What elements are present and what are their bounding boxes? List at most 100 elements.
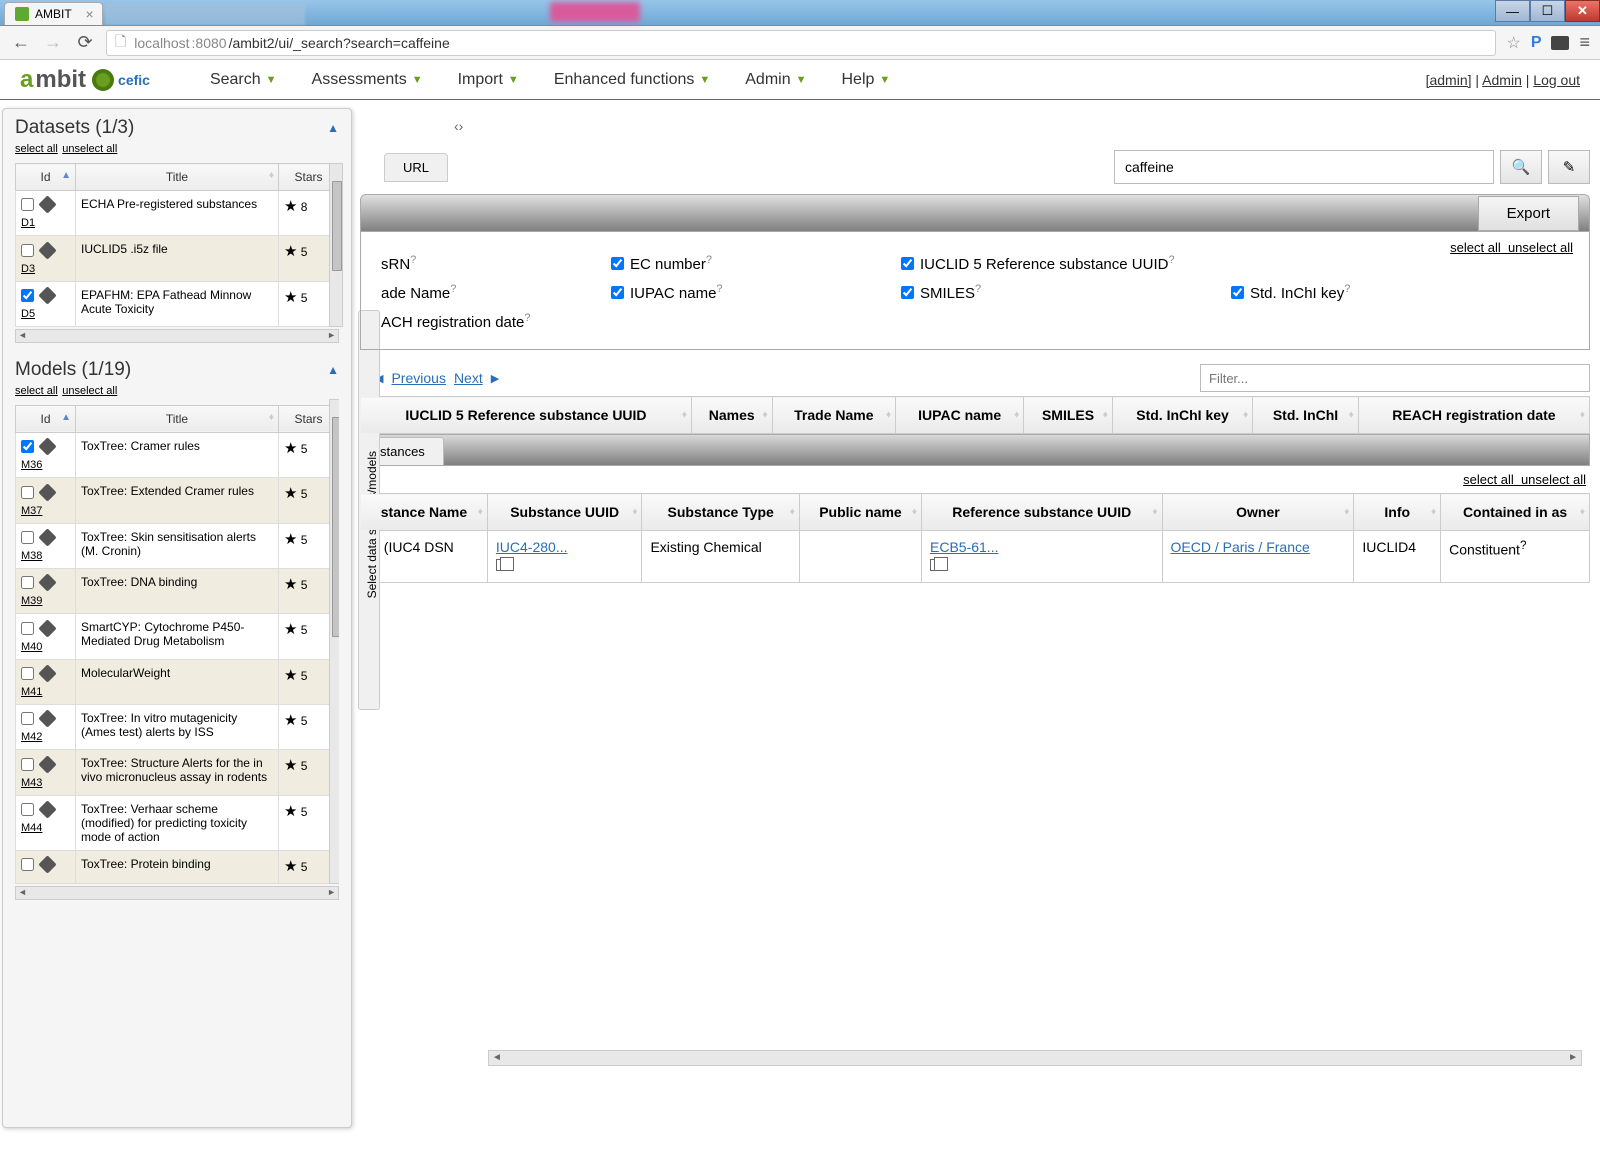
- side-row[interactable]: D3 IUCLID5 .i5z file ★ 5: [16, 236, 339, 281]
- id-link[interactable]: M43: [21, 777, 70, 789]
- browser-tab-inactive[interactable]: [105, 3, 305, 25]
- unselect-all-link[interactable]: unselect all: [62, 385, 117, 397]
- column-header[interactable]: Public name♦: [799, 494, 921, 531]
- unselect-all-link[interactable]: unselect all: [1508, 240, 1573, 255]
- bottom-scrollbar[interactable]: [488, 1050, 1582, 1066]
- column-header[interactable]: Names♦: [691, 397, 772, 434]
- collapse-icon[interactable]: ▲: [327, 363, 339, 377]
- column-header[interactable]: Trade Name♦: [772, 397, 896, 434]
- side-row[interactable]: M36 ToxTree: Cramer rules ★ 5: [16, 432, 339, 477]
- select-all-link[interactable]: select all: [1450, 240, 1501, 255]
- filter-checkbox[interactable]: IUPAC name?: [611, 283, 871, 302]
- checkbox[interactable]: [1231, 286, 1244, 299]
- link-icon[interactable]: [39, 664, 57, 682]
- row-checkbox[interactable]: [21, 576, 34, 589]
- collapse-icon[interactable]: ▲: [327, 121, 339, 135]
- logo[interactable]: ambit cefic: [20, 66, 150, 94]
- column-header[interactable]: Contained in as♦: [1441, 494, 1590, 531]
- checkbox[interactable]: [901, 286, 914, 299]
- row-checkbox[interactable]: [21, 858, 34, 871]
- row-checkbox[interactable]: [21, 440, 34, 453]
- admin-link[interactable]: Admin: [1482, 72, 1522, 88]
- back-button[interactable]: ←: [10, 32, 32, 54]
- h-scrollbar[interactable]: [15, 886, 339, 900]
- filter-checkbox[interactable]: SMILES?: [901, 283, 1201, 302]
- id-link[interactable]: M41: [21, 686, 70, 698]
- tab-close-icon[interactable]: ×: [85, 6, 93, 22]
- side-row[interactable]: M44 ToxTree: Verhaar scheme (modified) f…: [16, 795, 339, 850]
- column-header[interactable]: Info♦: [1354, 494, 1441, 531]
- link-icon[interactable]: [39, 528, 57, 546]
- browser-tab-active[interactable]: AMBIT ×: [4, 2, 103, 25]
- side-row[interactable]: D5 EPAFHM: EPA Fathead Minnow Acute Toxi…: [16, 281, 339, 326]
- col-stars[interactable]: Stars♦: [279, 164, 339, 191]
- column-header[interactable]: REACH registration date♦: [1358, 397, 1589, 434]
- link-icon[interactable]: [39, 438, 57, 456]
- reload-button[interactable]: ⟳: [74, 32, 96, 54]
- link-icon[interactable]: [39, 710, 57, 728]
- forward-button[interactable]: →: [42, 32, 64, 54]
- select-all-link[interactable]: select all: [1463, 472, 1514, 487]
- id-link[interactable]: D5: [21, 308, 70, 320]
- row-checkbox[interactable]: [21, 712, 34, 725]
- id-link[interactable]: D3: [21, 263, 70, 275]
- column-header[interactable]: IUCLID 5 Reference substance UUID♦: [361, 397, 692, 434]
- row-checkbox[interactable]: [21, 198, 34, 211]
- row-checkbox[interactable]: [21, 531, 34, 544]
- camera-icon[interactable]: [1551, 36, 1569, 50]
- checkbox[interactable]: [901, 257, 914, 270]
- column-header[interactable]: Reference substance UUID♦: [922, 494, 1163, 531]
- side-row[interactable]: M40 SmartCYP: Cytochrome P450-Mediated D…: [16, 614, 339, 659]
- row-checkbox[interactable]: [21, 758, 34, 771]
- url-input[interactable]: 🗋 localhost :8080 /ambit2/ui/_search?sea…: [106, 30, 1496, 56]
- link-icon[interactable]: [39, 855, 57, 873]
- filter-checkbox[interactable]: IUCLID 5 Reference substance UUID?: [901, 254, 1201, 273]
- select-all-link[interactable]: select all: [15, 385, 58, 397]
- filter-checkbox[interactable]: sRN?: [381, 254, 581, 273]
- link-icon[interactable]: [39, 574, 57, 592]
- next-link[interactable]: Next: [454, 370, 483, 386]
- side-row[interactable]: M39 ToxTree: DNA binding ★ 5: [16, 568, 339, 613]
- h-scrollbar[interactable]: [15, 329, 339, 343]
- row-checkbox[interactable]: [21, 803, 34, 816]
- checkbox[interactable]: [611, 257, 624, 270]
- edit-button[interactable]: ✎: [1548, 150, 1590, 184]
- scrollbar-thumb[interactable]: [332, 417, 339, 637]
- col-stars[interactable]: Stars♦: [279, 405, 339, 432]
- nav-import[interactable]: Import ▼: [458, 71, 519, 89]
- link-icon[interactable]: [39, 286, 57, 304]
- nav-search[interactable]: Search ▼: [210, 71, 277, 89]
- filter-checkbox[interactable]: Std. InChI key?: [1231, 283, 1431, 302]
- next-icon[interactable]: ▶: [491, 372, 499, 385]
- col-id[interactable]: Id▲: [16, 164, 76, 191]
- col-id[interactable]: Id▲: [16, 405, 76, 432]
- filter-checkbox[interactable]: ACH registration date?: [381, 312, 581, 331]
- side-row[interactable]: M42 ToxTree: In vitro mutagenicity (Ames…: [16, 704, 339, 749]
- id-link[interactable]: M38: [21, 550, 70, 562]
- unselect-all-link[interactable]: unselect all: [1521, 472, 1586, 487]
- side-row[interactable]: M41 MolecularWeight ★ 5: [16, 659, 339, 704]
- checkbox[interactable]: [611, 286, 624, 299]
- row-checkbox[interactable]: [21, 667, 34, 680]
- side-row[interactable]: M38 ToxTree: Skin sensitisation alerts (…: [16, 523, 339, 568]
- link-icon[interactable]: [39, 800, 57, 818]
- close-button[interactable]: ✕: [1565, 0, 1600, 22]
- id-link[interactable]: M42: [21, 731, 70, 743]
- side-row[interactable]: D1 ECHA Pre-registered substances ★ 8: [16, 191, 339, 236]
- filter-input[interactable]: [1200, 364, 1590, 392]
- nav-assessments[interactable]: Assessments ▼: [312, 71, 423, 89]
- id-link[interactable]: D1: [21, 217, 70, 229]
- hamburger-menu-icon[interactable]: ≡: [1579, 32, 1590, 53]
- column-header[interactable]: Std. InChI key♦: [1112, 397, 1252, 434]
- nav-enhanced-functions[interactable]: Enhanced functions ▼: [554, 71, 710, 89]
- side-row[interactable]: M43 ToxTree: Structure Alerts for the in…: [16, 750, 339, 795]
- logout-link[interactable]: Log out: [1533, 72, 1580, 88]
- row-checkbox[interactable]: [21, 244, 34, 257]
- nav-admin[interactable]: Admin ▼: [745, 71, 806, 89]
- export-button[interactable]: Export: [1478, 196, 1579, 231]
- column-header[interactable]: Owner♦: [1162, 494, 1354, 531]
- resize-handle-icon[interactable]: ‹›: [454, 118, 463, 134]
- url-button[interactable]: URL: [384, 153, 448, 182]
- id-link[interactable]: M40: [21, 641, 70, 653]
- column-header[interactable]: Substance Type♦: [642, 494, 799, 531]
